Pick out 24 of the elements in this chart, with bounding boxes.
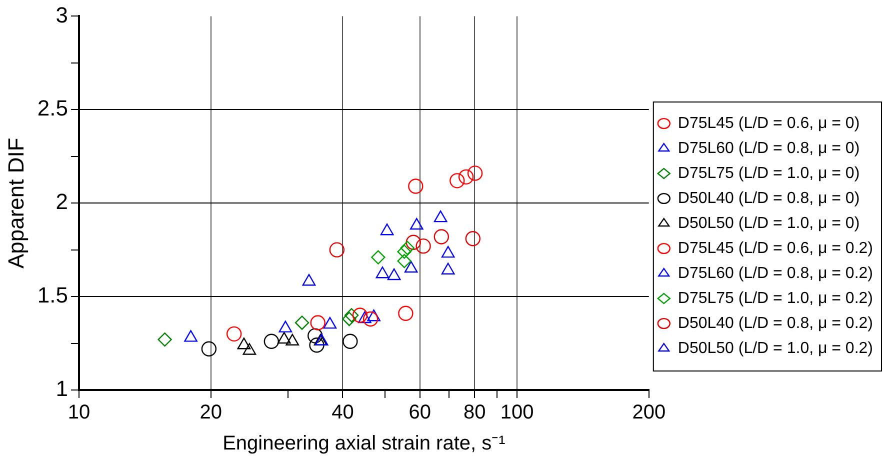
legend-label: D75L60 (L/D = 0.8, μ = 0) xyxy=(678,140,860,157)
y-tick-label: 3 xyxy=(56,2,68,28)
x-tick-label: 80 xyxy=(463,402,486,424)
x-tick-label: 20 xyxy=(200,402,222,424)
legend-label: D50L50 (L/D = 1.0, μ = 0.2) xyxy=(678,340,873,357)
x-axis-title: Engineering axial strain rate, s⁻¹ xyxy=(222,432,506,455)
legend-label: D75L60 (L/D = 0.8, μ = 0.2) xyxy=(678,264,873,282)
legend-label: D75L45 (L/D = 0.6, μ = 0) xyxy=(678,114,860,132)
x-tick-label: 40 xyxy=(332,402,354,424)
y-tick-label: 2.5 xyxy=(37,96,68,121)
y-tick-label: 1 xyxy=(56,376,68,402)
legend-label: D50L40 (L/D = 0.8, μ = 0) xyxy=(678,190,860,207)
y-axis-title: Apparent DIF xyxy=(3,138,28,269)
legend-label: D50L50 (L/D = 1.0, μ = 0) xyxy=(678,214,860,232)
y-tick-label: 2 xyxy=(56,189,68,214)
legend-label: D75L75 (L/D = 1.0, μ = 0.2) xyxy=(678,290,873,307)
x-tick-label: 200 xyxy=(632,402,666,424)
legend-label: D75L45 (L/D = 0.6, μ = 0.2) xyxy=(678,240,873,257)
x-tick-label: 10 xyxy=(68,402,90,424)
legend-label: D50L40 (L/D = 0.8, μ = 0.2) xyxy=(678,314,873,332)
x-tick-label: 100 xyxy=(500,402,534,424)
x-tick-label: 60 xyxy=(408,402,431,424)
legend-label: D75L75 (L/D = 1.0, μ = 0) xyxy=(678,164,860,182)
y-tick-label: 1.5 xyxy=(37,282,68,308)
